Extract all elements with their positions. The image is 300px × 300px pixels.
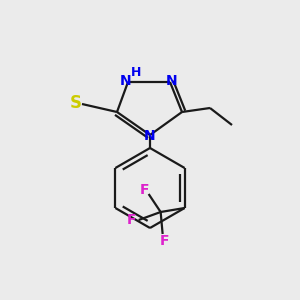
Text: F: F: [127, 213, 136, 227]
Text: S: S: [70, 94, 82, 112]
Text: N: N: [120, 74, 132, 88]
Text: F: F: [160, 234, 169, 248]
Text: N: N: [144, 129, 156, 143]
Text: F: F: [140, 183, 149, 197]
Text: H: H: [131, 65, 141, 79]
Text: N: N: [166, 74, 178, 88]
